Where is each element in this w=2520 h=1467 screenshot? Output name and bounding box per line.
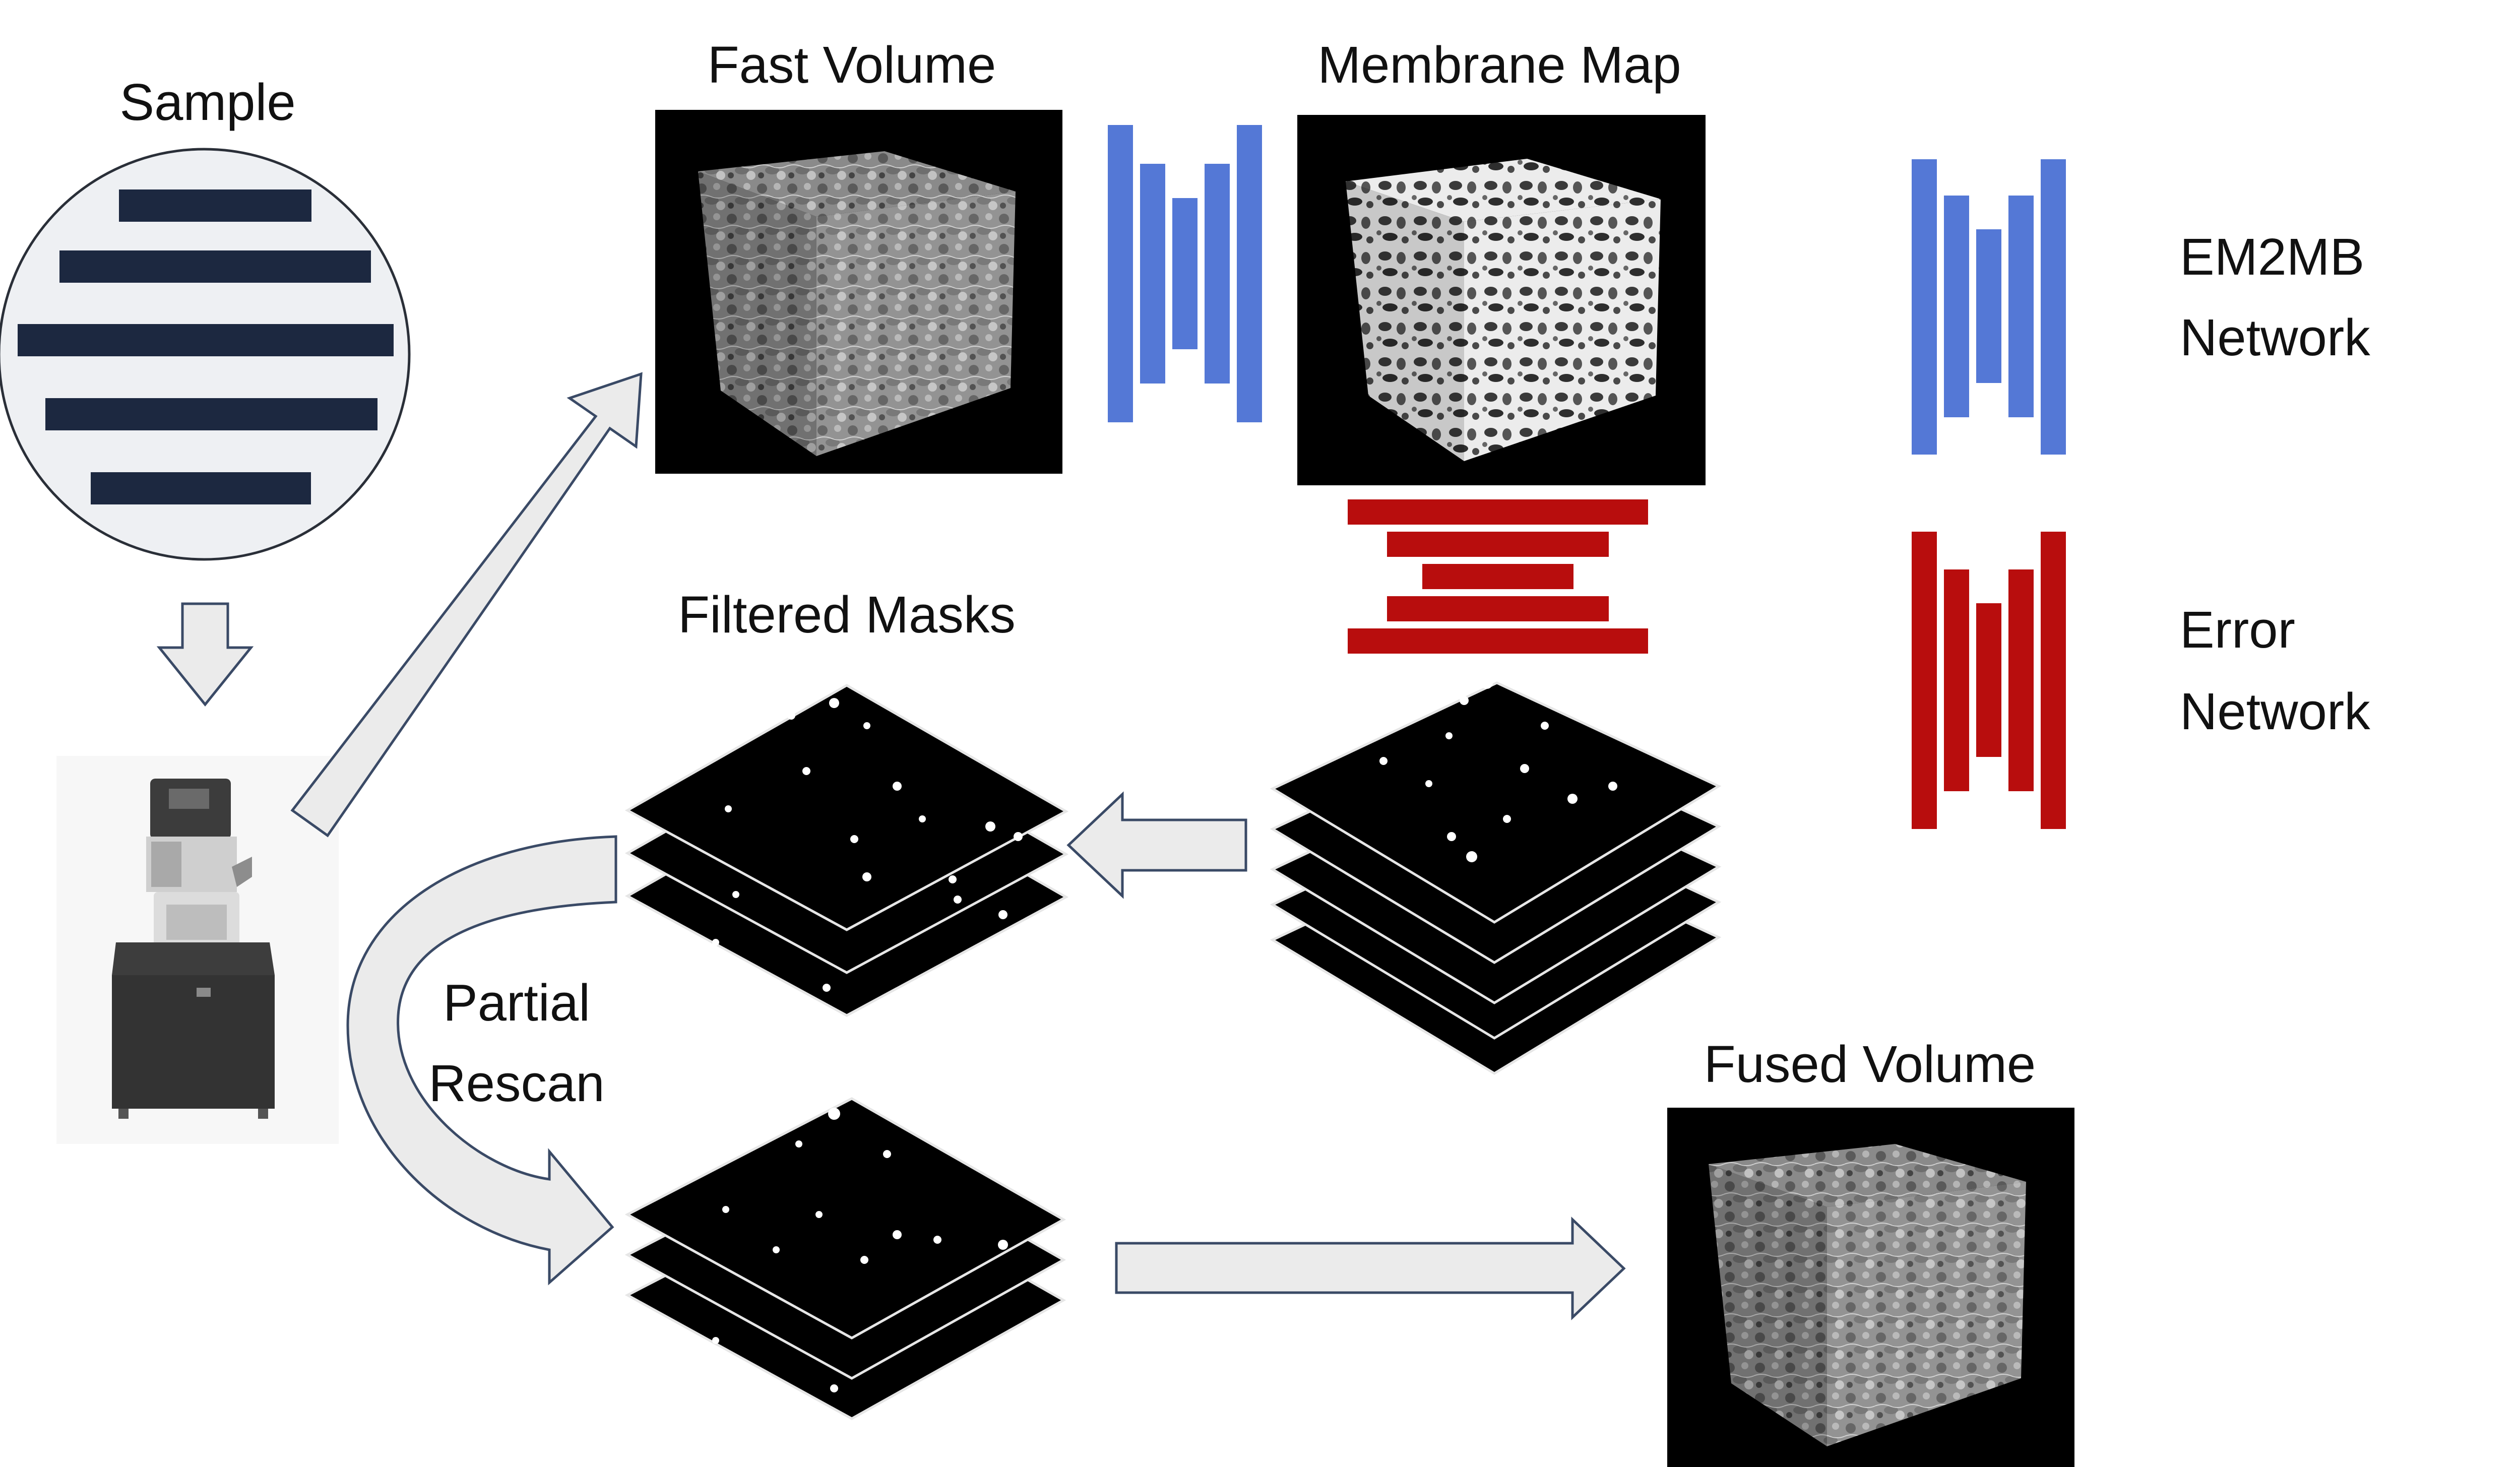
error-network-icon bbox=[1348, 499, 1648, 654]
fused-volume-image bbox=[1667, 1108, 2074, 1467]
legend-em2mb-label: EM2MB bbox=[2180, 228, 2364, 286]
sample-section-bar bbox=[119, 189, 311, 222]
fused-volume-label: Fused Volume bbox=[1704, 1035, 2036, 1093]
legend-em2mb-icon bbox=[1912, 159, 2066, 455]
fast-volume-label: Fast Volume bbox=[708, 36, 996, 94]
error-map-slice bbox=[1270, 677, 1722, 924]
membrane-map-label: Membrane Map bbox=[1317, 36, 1681, 94]
partial-rescan-label-line2: Rescan bbox=[428, 1054, 604, 1112]
diagonal-up-arrow-icon bbox=[290, 372, 643, 838]
partial-rescan-label: Partial bbox=[443, 974, 590, 1032]
error-map-stack bbox=[1270, 677, 1722, 1075]
filtered-mask-stack bbox=[624, 684, 1069, 1017]
curved-rescan-arrow-icon bbox=[346, 835, 617, 1286]
filtered-masks-label: Filtered Masks bbox=[678, 586, 1016, 644]
left-arrow-icon bbox=[1066, 791, 1247, 899]
sample-label: Sample bbox=[119, 73, 295, 131]
rescanned-mask-slice bbox=[624, 1097, 1066, 1340]
rescanned-mask-stack bbox=[624, 1097, 1066, 1420]
right-arrow-icon bbox=[1115, 1217, 1626, 1320]
down-arrow-icon bbox=[156, 602, 254, 707]
sample-section-bar bbox=[45, 398, 377, 430]
sample-section-bar bbox=[91, 472, 311, 504]
legend-error-label-line2: Network bbox=[2180, 682, 2370, 740]
membrane-map-image bbox=[1297, 115, 1706, 485]
fast-volume-image bbox=[655, 110, 1062, 474]
filtered-mask-slice bbox=[624, 684, 1069, 931]
sample-section-bar bbox=[18, 324, 394, 356]
legend-error-icon bbox=[1912, 532, 2066, 829]
legend-error-label: Error bbox=[2180, 601, 2295, 659]
sample-disc bbox=[0, 148, 411, 561]
em2mb-network-icon bbox=[1108, 125, 1262, 422]
electron-microscope-icon bbox=[56, 756, 339, 1144]
sample-section-bar bbox=[59, 250, 371, 283]
legend-em2mb-label-line2: Network bbox=[2180, 308, 2370, 366]
